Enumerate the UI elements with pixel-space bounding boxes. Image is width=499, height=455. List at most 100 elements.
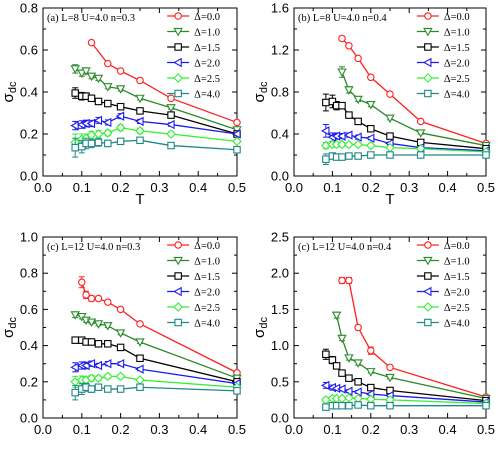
- legend-marker: [423, 302, 433, 312]
- legend-label: Δ=1.5: [444, 43, 470, 54]
- data-point: [93, 373, 104, 383]
- data-point: [116, 385, 125, 393]
- data-point: [87, 139, 96, 148]
- data-point: [337, 384, 346, 394]
- chart-panel-3: 0.0 0.1 0.2 0.3 0.4 0.5 0.0 0.2 0.4 0.6 0.8 1.0 σdc (…: [0, 230, 246, 438]
- data-point: [103, 128, 113, 138]
- data-point: [93, 74, 104, 84]
- data-point: [386, 363, 394, 372]
- legend-label: Δ=1.5: [194, 43, 220, 54]
- data-point: [345, 276, 353, 285]
- y-tick-label: 0.0: [271, 411, 289, 426]
- x-tick-label: 0.1: [73, 422, 91, 437]
- data-point: [366, 101, 376, 110]
- x-tick-label: 0.0: [34, 180, 52, 195]
- legend: Δ=0.0 Δ=1.0 Δ=1.5 Δ=2.0 Δ=2.5 Δ=4.0: [167, 12, 220, 101]
- legend-marker: [173, 73, 183, 83]
- data-point: [354, 401, 362, 409]
- data-point: [136, 383, 144, 391]
- data-point: [115, 85, 126, 94]
- legend-marker: [173, 302, 183, 312]
- data-point: [353, 139, 363, 150]
- x-tick-label: 0.2: [112, 180, 130, 195]
- y-tick-label: 1.5: [271, 302, 289, 317]
- series-6: [71, 136, 241, 158]
- legend-label: Δ=4.0: [194, 90, 220, 101]
- data-point: [353, 387, 362, 397]
- data-point: [116, 137, 125, 146]
- data-point: [136, 76, 144, 85]
- data-point: [386, 401, 394, 410]
- legend-marker: [424, 318, 432, 327]
- chart-panel-1: 0.0 0.1 0.2 0.3 0.4 0.5 0.0 0.2 0.4 0.6 0.8 σdc T (a)…: [0, 1, 246, 209]
- x-tick-label: 0.0: [285, 422, 303, 437]
- data-point: [71, 89, 79, 97]
- series-4: [70, 358, 241, 389]
- x-tick-label: 0.3: [400, 422, 418, 437]
- data-point: [337, 334, 347, 344]
- legend-marker: [424, 272, 432, 280]
- data-point: [104, 298, 112, 306]
- x-tick-label: 0.4: [189, 180, 207, 195]
- data-point: [136, 320, 144, 328]
- data-point: [115, 358, 125, 369]
- legend-label: Δ=1.0: [444, 257, 470, 268]
- data-point: [135, 338, 145, 347]
- data-point: [328, 356, 337, 364]
- data-point: [71, 336, 79, 344]
- data-point: [167, 141, 175, 150]
- legend-marker: [174, 12, 182, 20]
- data-point: [166, 129, 176, 139]
- y-tick-label: 0.6: [20, 302, 38, 317]
- y-tick-label: 1.0: [271, 338, 289, 353]
- y-axis-label: σdc: [251, 317, 270, 338]
- data-point: [343, 386, 353, 396]
- x-tick-label: 0.4: [189, 422, 207, 437]
- legend: Δ=0.0 Δ=1.0 Δ=1.5 Δ=2.0 Δ=2.5 Δ=4.0: [167, 241, 220, 330]
- data-point: [338, 369, 346, 377]
- series-5: [321, 139, 491, 157]
- y-tick-label: 0.2: [20, 127, 38, 142]
- data-point: [337, 131, 346, 141]
- data-point: [354, 54, 362, 63]
- data-point: [320, 380, 330, 391]
- legend-label: Δ=2.5: [194, 303, 220, 314]
- data-point: [116, 343, 125, 352]
- y-tick-label: 0.2: [20, 374, 38, 389]
- data-point: [367, 151, 375, 159]
- data-point: [386, 90, 394, 98]
- data-point: [385, 373, 395, 383]
- data-point: [116, 305, 125, 314]
- legend-label: Δ=1.5: [444, 272, 470, 283]
- data-point: [77, 69, 87, 79]
- data-point: [166, 119, 175, 130]
- series-2: [70, 64, 242, 135]
- legend-marker: [424, 43, 432, 51]
- legend-marker: [174, 272, 182, 280]
- legend-label: Δ=2.0: [444, 59, 470, 70]
- data-point: [385, 114, 395, 124]
- data-point: [94, 294, 103, 303]
- legend-marker: [424, 12, 432, 20]
- legend-label: Δ=2.5: [444, 303, 470, 314]
- data-point: [338, 101, 346, 110]
- data-point: [70, 65, 80, 74]
- y-tick-label: 2.0: [271, 266, 289, 281]
- x-tick-label: 0.5: [228, 180, 246, 195]
- data-point: [344, 354, 354, 363]
- data-point: [166, 104, 176, 113]
- data-point: [86, 373, 97, 383]
- x-axis-label: T: [135, 191, 144, 208]
- data-point: [338, 276, 346, 285]
- y-tick-label: 0.0: [20, 411, 38, 426]
- data-point: [104, 385, 112, 393]
- data-point: [232, 126, 242, 135]
- data-point: [233, 118, 241, 127]
- legend-marker: [424, 89, 432, 98]
- data-point: [322, 403, 330, 411]
- series-3: [322, 348, 490, 405]
- y-tick-label: 1.6: [271, 1, 289, 16]
- data-point: [86, 358, 96, 369]
- data-point: [353, 359, 363, 368]
